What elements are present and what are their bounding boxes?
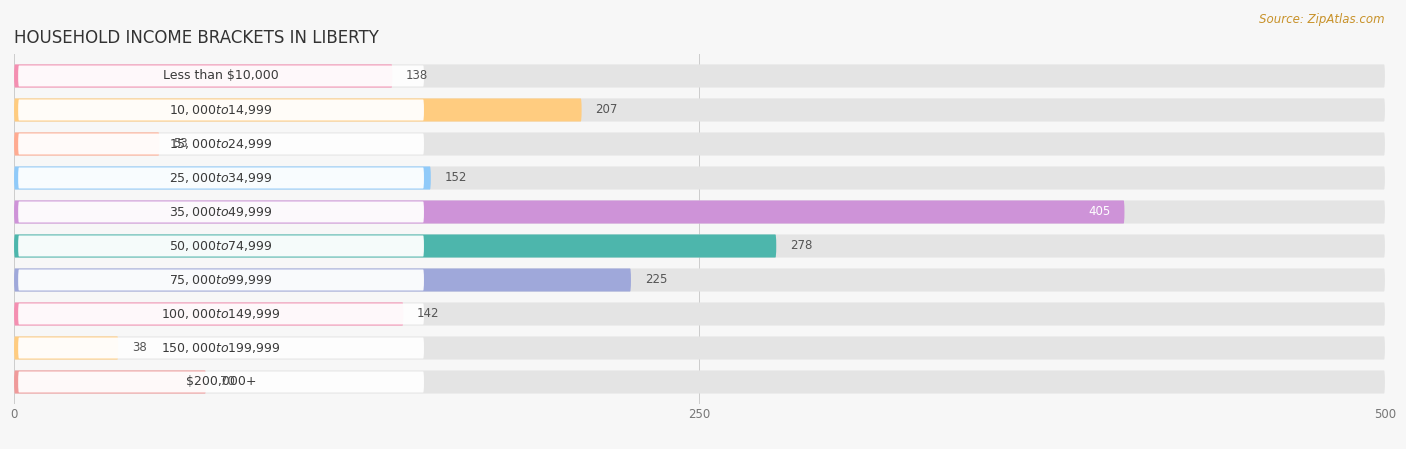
Text: HOUSEHOLD INCOME BRACKETS IN LIBERTY: HOUSEHOLD INCOME BRACKETS IN LIBERTY [14, 29, 380, 47]
FancyBboxPatch shape [14, 200, 1385, 224]
FancyBboxPatch shape [18, 304, 425, 325]
Text: 405: 405 [1088, 206, 1111, 219]
FancyBboxPatch shape [18, 167, 425, 189]
FancyBboxPatch shape [14, 269, 631, 291]
FancyBboxPatch shape [14, 303, 1385, 326]
FancyBboxPatch shape [18, 338, 425, 359]
FancyBboxPatch shape [14, 98, 1385, 122]
FancyBboxPatch shape [14, 336, 118, 360]
Text: $15,000 to $24,999: $15,000 to $24,999 [169, 137, 273, 151]
FancyBboxPatch shape [18, 99, 425, 120]
FancyBboxPatch shape [14, 370, 207, 394]
Text: $100,000 to $149,999: $100,000 to $149,999 [162, 307, 281, 321]
FancyBboxPatch shape [14, 132, 159, 155]
FancyBboxPatch shape [14, 98, 582, 122]
FancyBboxPatch shape [18, 371, 425, 392]
FancyBboxPatch shape [14, 167, 1385, 189]
Text: $25,000 to $34,999: $25,000 to $34,999 [169, 171, 273, 185]
Text: Less than $10,000: Less than $10,000 [163, 70, 278, 83]
Text: $50,000 to $74,999: $50,000 to $74,999 [169, 239, 273, 253]
Text: 142: 142 [418, 308, 440, 321]
FancyBboxPatch shape [14, 167, 430, 189]
Text: 70: 70 [219, 375, 235, 388]
Text: $150,000 to $199,999: $150,000 to $199,999 [162, 341, 281, 355]
Text: 278: 278 [790, 239, 813, 252]
FancyBboxPatch shape [14, 132, 1385, 155]
FancyBboxPatch shape [14, 336, 1385, 360]
FancyBboxPatch shape [14, 200, 1125, 224]
FancyBboxPatch shape [18, 66, 425, 87]
FancyBboxPatch shape [14, 269, 1385, 291]
FancyBboxPatch shape [14, 234, 1385, 258]
FancyBboxPatch shape [14, 370, 1385, 394]
Text: Source: ZipAtlas.com: Source: ZipAtlas.com [1260, 13, 1385, 26]
Text: 138: 138 [406, 70, 429, 83]
FancyBboxPatch shape [14, 234, 776, 258]
FancyBboxPatch shape [14, 64, 392, 88]
Text: $200,000+: $200,000+ [186, 375, 256, 388]
Text: 152: 152 [444, 172, 467, 185]
Text: 38: 38 [132, 342, 146, 355]
FancyBboxPatch shape [14, 64, 1385, 88]
Text: $10,000 to $14,999: $10,000 to $14,999 [169, 103, 273, 117]
FancyBboxPatch shape [18, 235, 425, 256]
FancyBboxPatch shape [18, 202, 425, 223]
Text: 225: 225 [644, 273, 666, 286]
FancyBboxPatch shape [18, 133, 425, 154]
FancyBboxPatch shape [18, 269, 425, 291]
FancyBboxPatch shape [14, 303, 404, 326]
Text: $35,000 to $49,999: $35,000 to $49,999 [169, 205, 273, 219]
Text: 53: 53 [173, 137, 188, 150]
Text: 207: 207 [595, 103, 617, 116]
Text: $75,000 to $99,999: $75,000 to $99,999 [169, 273, 273, 287]
